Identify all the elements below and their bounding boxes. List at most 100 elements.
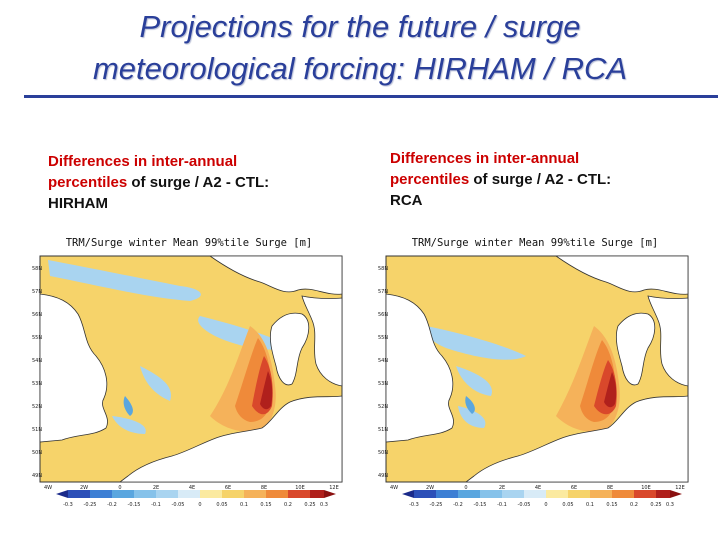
colorbar-swatch: [222, 490, 244, 498]
colorbar-swatch: [266, 490, 288, 498]
colorbar-label: -0.2: [107, 502, 117, 508]
lon-axis: 4W 2W 0 2E 4E 6E 8E 10E 12E: [390, 485, 685, 491]
colorbar-label: -0.25: [430, 502, 443, 508]
colorbar-swatch: [112, 490, 134, 498]
lon-axis: 4W 2W 0 2E 4E 6E 8E 10E 12E: [44, 485, 339, 491]
map-rca-title: TRM/Surge winter Mean 99%tile Surge [m]: [412, 237, 659, 249]
colorbar-swatch: [524, 490, 546, 498]
colorbar-label: 0.1: [586, 502, 594, 508]
mid-blue-zone: [123, 396, 133, 416]
colorbar-label: 0.3: [320, 502, 328, 508]
lon-label: 8E: [261, 485, 267, 491]
land-norway: [554, 255, 689, 295]
colorbar-swatch: [134, 490, 156, 498]
land-sweden: [301, 295, 343, 387]
land-great-britain: [39, 293, 108, 443]
lon-label: 2E: [499, 485, 505, 491]
map-panel-hirham: TRM/Surge winter Mean 99%tile Surge [m]: [30, 228, 348, 532]
lat-label: 54N: [378, 358, 388, 364]
lon-label: 8E: [607, 485, 613, 491]
light-blue-zone: [458, 406, 486, 428]
colorbar-label: 0.3: [666, 502, 674, 508]
colorbar-swatch: [502, 490, 524, 498]
colorbar-label: -0.15: [128, 502, 141, 508]
colorbar-arrow-right: [324, 490, 336, 498]
colorbar-label: 0.1: [240, 502, 248, 508]
caption-rca-line-1: Differences in inter-annual: [390, 150, 580, 167]
lat-label: 51N: [32, 427, 42, 433]
lat-label: 49N: [378, 473, 388, 479]
colorbar-label: 0.05: [562, 502, 573, 508]
lon-label: 0: [118, 485, 121, 491]
colorbar-swatch: [590, 490, 612, 498]
lon-label: 6E: [571, 485, 577, 491]
colorbar-label: -0.1: [497, 502, 507, 508]
colorbar-arrow-left: [56, 490, 68, 498]
caption-hirham-model: HIRHAM: [48, 195, 108, 212]
colorbar-rca: -0.3 -0.25 -0.2 -0.15 -0.1 -0.05 0 0.05 …: [402, 490, 682, 508]
map-rca: TRM/Surge winter Mean 99%tile Surge [m] …: [378, 237, 689, 508]
dark-red-zone: [604, 372, 617, 408]
colorbar-label: 0: [198, 502, 201, 508]
colorbar-label: -0.25: [84, 502, 97, 508]
caption-rca-surge: of surge / A2 - CTL:: [469, 171, 612, 188]
colorbar-swatch: [546, 490, 568, 498]
colorbar-swatch: [200, 490, 222, 498]
caption-hirham-surge: of surge / A2 - CTL:: [127, 174, 270, 191]
colorbar-swatch: [458, 490, 480, 498]
caption-hirham: Differences in inter-annual percentiles …: [48, 151, 348, 214]
colorbar-swatch: [288, 490, 310, 498]
map-hirham-title: TRM/Surge winter Mean 99%tile Surge [m]: [66, 237, 313, 249]
lat-label: 57N: [378, 289, 388, 295]
colorbar-arrow-right: [670, 490, 682, 498]
caption-rca-model: RCA: [390, 192, 423, 209]
colorbar-swatch: [612, 490, 634, 498]
lat-axis: 58N 57N 56N 55N 54N 53N 52N 51N 50N 49N: [378, 266, 388, 479]
land-denmark: [269, 312, 310, 386]
mid-blue-zone: [465, 396, 475, 414]
lon-label: 4E: [189, 485, 195, 491]
land-continent: [118, 395, 343, 483]
colorbar-swatch: [68, 490, 90, 498]
colorbar-swatch: [568, 490, 590, 498]
lat-label: 58N: [32, 266, 42, 272]
lat-label: 57N: [32, 289, 42, 295]
land-norway: [208, 255, 343, 295]
land-sweden: [647, 295, 689, 387]
lat-axis: 58N 57N 56N 55N 54N 53N 52N 51N 50N 49N: [32, 266, 42, 479]
lat-label: 49N: [32, 473, 42, 479]
lon-label: 6E: [225, 485, 231, 491]
lon-label: 4W: [390, 485, 398, 491]
lat-label: 54N: [32, 358, 42, 364]
slide-title-line-2: meteorological forcing: HIRHAM / RCA: [92, 51, 628, 86]
caption-rca: Differences in inter-annual percentiles …: [390, 148, 690, 211]
lat-label: 52N: [32, 404, 42, 410]
colorbar-hirham: -0.3 -0.25 -0.2 -0.15 -0.1 -0.05 0 0.05 …: [56, 490, 336, 508]
lon-label: 2W: [426, 485, 434, 491]
colorbar-label: -0.2: [453, 502, 463, 508]
colorbar-swatch: [656, 490, 670, 498]
caption-hirham-line-1: Differences in inter-annual: [48, 153, 238, 170]
colorbar-swatch: [310, 490, 324, 498]
light-blue-zone: [112, 416, 146, 434]
lat-label: 52N: [378, 404, 388, 410]
lat-label: 56N: [32, 312, 42, 318]
land-great-britain: [385, 293, 454, 443]
colorbar-label: 0.05: [216, 502, 227, 508]
lat-label: 53N: [32, 381, 42, 387]
colorbar-swatch: [156, 490, 178, 498]
title-divider: [24, 95, 718, 98]
slide-title: Projections for the future / surge meteo…: [0, 6, 720, 90]
colorbar-label: -0.05: [518, 502, 531, 508]
lon-label: 10E: [641, 485, 651, 491]
lat-label: 56N: [378, 312, 388, 318]
lat-label: 50N: [378, 450, 388, 456]
lat-label: 55N: [32, 335, 42, 341]
lon-label: 2W: [80, 485, 88, 491]
lon-label: 12E: [675, 485, 685, 491]
colorbar-swatch: [178, 490, 200, 498]
caption-rca-percentiles: percentiles: [390, 171, 470, 188]
lon-label: 4E: [535, 485, 541, 491]
colorbar-label: 0.25: [650, 502, 661, 508]
colorbar-label: 0.15: [260, 502, 271, 508]
